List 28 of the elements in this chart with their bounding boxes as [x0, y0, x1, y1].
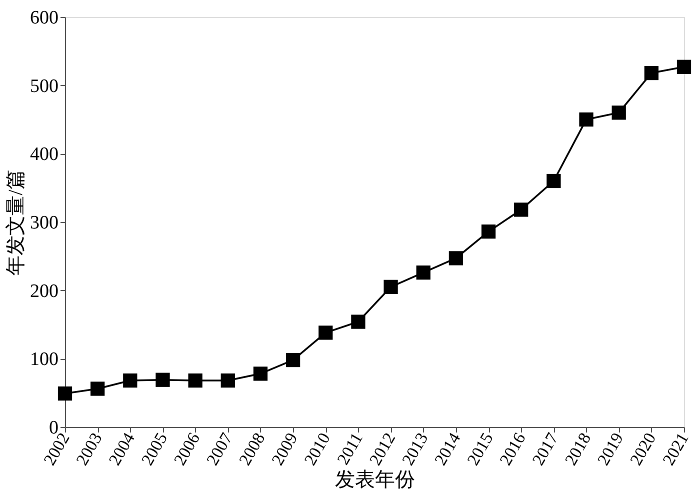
point [351, 314, 366, 329]
point [644, 66, 658, 80]
point [123, 373, 138, 388]
y-tick-label: 400 [30, 144, 58, 166]
y-axis-title: 年发文量/篇 [5, 170, 27, 276]
y-tick-label: 500 [30, 76, 58, 97]
point [481, 224, 496, 239]
y-tick-label: 600 [30, 8, 58, 28]
point [579, 112, 594, 127]
point [188, 373, 202, 388]
point [253, 366, 268, 381]
point [90, 382, 105, 396]
point [546, 174, 561, 188]
x-axis-title: 发表年份 [335, 468, 415, 491]
point [416, 265, 430, 280]
point [384, 280, 398, 294]
point [286, 352, 300, 368]
point [448, 251, 464, 266]
y-tick-label: 300 [30, 212, 58, 234]
y-tick-label: 200 [30, 280, 58, 302]
point [220, 373, 235, 388]
point [318, 326, 333, 340]
point [58, 386, 72, 401]
y-tick-label: 100 [30, 349, 58, 370]
point [156, 372, 170, 387]
point [514, 202, 528, 217]
point [612, 106, 626, 120]
point [676, 60, 692, 74]
